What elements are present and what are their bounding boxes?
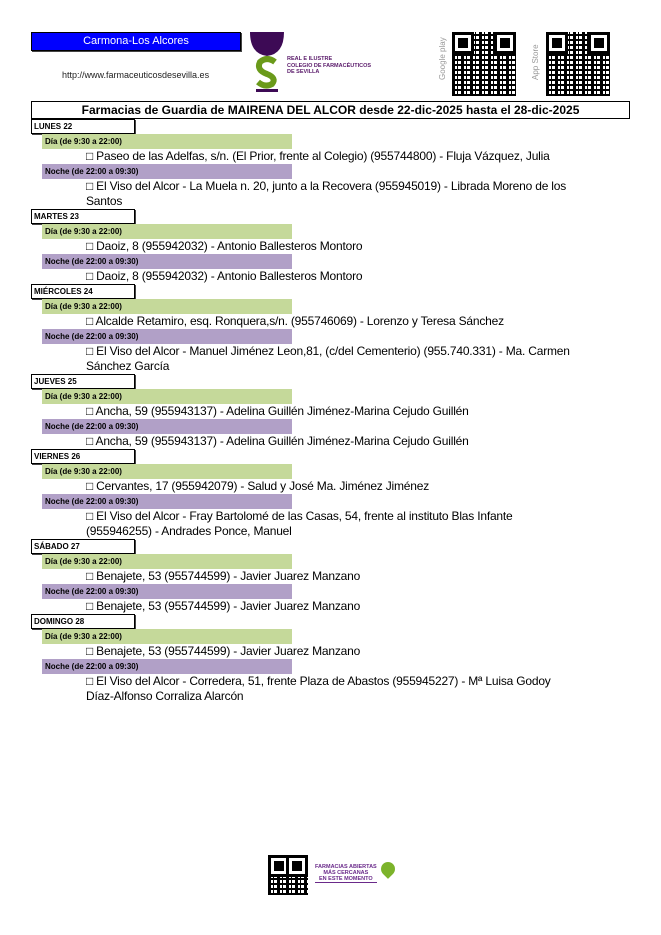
day-shift-label: Día (de 9:30 a 22:00) xyxy=(42,224,292,239)
google-play-label: Google play xyxy=(438,37,447,80)
colegio-line: REAL E ILUSTRE xyxy=(287,56,333,62)
day-pharmacy: □ Alcalde Retamiro, esq. Ronquera,s/n. (… xyxy=(86,314,504,328)
day-pharmacy: □ Ancha, 59 (955943137) - Adelina Guillé… xyxy=(86,404,469,418)
day-header: LUNES 22 xyxy=(31,119,135,134)
night-pharmacy: □ Benajete, 53 (955744599) - Javier Juar… xyxy=(86,599,361,613)
night-shift-label: Noche (de 22:00 a 09:30) xyxy=(42,164,292,179)
day-shift-label: Día (de 9:30 a 22:00) xyxy=(42,629,292,644)
day-shift-label: Día (de 9:30 a 22:00) xyxy=(42,554,292,569)
app-store-label: App Store xyxy=(531,44,540,80)
day-header: VIERNES 26 xyxy=(31,449,135,464)
day-header: JUEVES 25 xyxy=(31,374,135,389)
night-pharmacy: □ Ancha, 59 (955943137) - Adelina Guillé… xyxy=(86,434,469,448)
night-shift-label: Noche (de 22:00 a 09:30) xyxy=(42,494,292,509)
colegio-line: DE SEVILLA xyxy=(287,69,320,75)
app-store-qr-icon[interactable] xyxy=(546,32,610,96)
zone-label: Carmona-Los Alcores xyxy=(31,32,241,51)
google-play-qr-icon[interactable] xyxy=(452,32,516,96)
footer-text: FARMACIAS ABIERTAS MÁS CERCANAS EN ESTE … xyxy=(315,864,377,883)
night-pharmacy: □ El Viso del Alcor - Fray Bartolomé de … xyxy=(86,509,513,538)
day-shift-label: Día (de 9:30 a 22:00) xyxy=(42,389,292,404)
night-shift-label: Noche (de 22:00 a 09:30) xyxy=(42,419,292,434)
night-shift-label: Noche (de 22:00 a 09:30) xyxy=(42,254,292,269)
footer-line: EN ESTE MOMENTO xyxy=(319,876,373,882)
colegio-line: COLEGIO DE FARMACÉUTICOS xyxy=(287,62,372,69)
day-header: DOMINGO 28 xyxy=(31,614,135,629)
footer-line: FARMACIAS ABIERTAS xyxy=(315,864,377,870)
page-title: Farmacias de Guardia de MAIRENA DEL ALCO… xyxy=(31,101,630,119)
day-pharmacy: □ Paseo de las Adelfas, s/n. (El Prior, … xyxy=(86,149,550,163)
day-header: MARTES 23 xyxy=(31,209,135,224)
day-shift-label: Día (de 9:30 a 22:00) xyxy=(42,134,292,149)
guardia-list: LUNES 22 Día (de 9:30 a 22:00) □ Paseo de … xyxy=(31,119,591,704)
night-shift-label: Noche (de 22:00 a 09:30) xyxy=(42,329,292,344)
day-pharmacy: □ Daoiz, 8 (955942032) - Antonio Ballest… xyxy=(86,239,363,253)
day-pharmacy: □ Benajete, 53 (955744599) - Javier Juar… xyxy=(86,644,361,658)
day-header: SÁBADO 27 xyxy=(31,539,135,554)
day-pharmacy: □ Benajete, 53 (955744599) - Javier Juar… xyxy=(86,569,361,583)
night-pharmacy: □ El Viso del Alcor - Manuel Jiménez Leo… xyxy=(86,344,570,373)
night-pharmacy: □ El Viso del Alcor - Corredera, 51, fre… xyxy=(86,674,551,703)
night-pharmacy: □ Daoiz, 8 (955942032) - Antonio Ballest… xyxy=(86,269,363,283)
website-link[interactable]: http://www.farmaceuticosdesevilla.es xyxy=(62,70,210,80)
location-pin-icon xyxy=(378,859,398,879)
day-pharmacy: □ Cervantes, 17 (955942079) - Salud y Jo… xyxy=(86,479,430,493)
colegio-name: REAL E ILUSTRE COLEGIO DE FARMACÉUTICOS … xyxy=(287,56,371,76)
day-header: MIÉRCOLES 24 xyxy=(31,284,135,299)
footer-qr-icon[interactable] xyxy=(268,855,308,895)
night-pharmacy: □ El Viso del Alcor - La Muela n. 20, ju… xyxy=(86,179,567,208)
footer-line: MÁS CERCANAS xyxy=(323,870,369,876)
night-shift-label: Noche (de 22:00 a 09:30) xyxy=(42,659,292,674)
night-shift-label: Noche (de 22:00 a 09:30) xyxy=(42,584,292,599)
day-shift-label: Día (de 9:30 a 22:00) xyxy=(42,299,292,314)
day-shift-label: Día (de 9:30 a 22:00) xyxy=(42,464,292,479)
colegio-logo-icon xyxy=(250,32,284,92)
